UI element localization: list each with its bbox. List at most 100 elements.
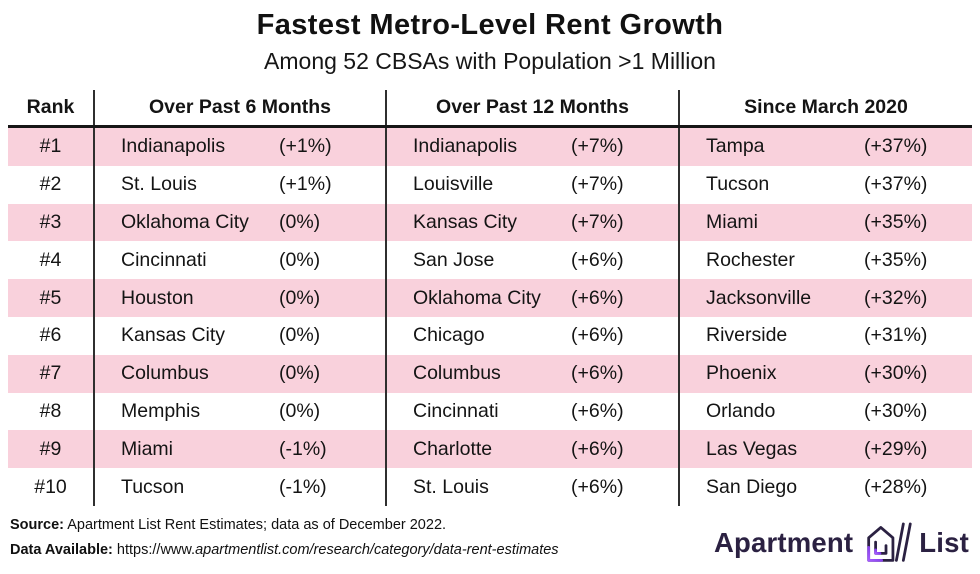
column-header-12-months: Over Past 12 Months xyxy=(385,90,678,125)
rank-label: #4 xyxy=(39,248,62,271)
12-months-cell: San Jose (+6%) xyxy=(385,241,678,280)
apartment-list-house-icon xyxy=(867,522,912,562)
source-note: Source: Apartment List Rent Estimates; d… xyxy=(10,513,559,538)
pct-change: (-1%) xyxy=(279,475,327,498)
pct-change: (0%) xyxy=(279,210,321,233)
city-name: Kansas City xyxy=(413,210,518,233)
pct-change: (+6%) xyxy=(571,399,624,422)
pct-change: (+32%) xyxy=(864,286,928,309)
table-row: #5 Houston (0%) Oklahoma City (+6%) Jack… xyxy=(8,279,972,317)
footnotes: Source: Apartment List Rent Estimates; d… xyxy=(10,513,559,563)
12-months-cell: Columbus (+6%) xyxy=(385,354,678,393)
pct-change: (+37%) xyxy=(864,135,928,158)
6-months-cell: Tucson (-1%) xyxy=(93,468,385,506)
12-months-cell: Kansas City (+7%) xyxy=(385,203,678,242)
6-months-cell: Kansas City (0%) xyxy=(93,316,385,355)
column-header-since-march-2020: Since March 2020 xyxy=(678,90,972,125)
rank-cell: #9 xyxy=(8,430,93,468)
6-months-cell: Cincinnati (0%) xyxy=(93,241,385,280)
city-name: Tucson xyxy=(121,475,185,498)
city-name: Louisville xyxy=(413,173,494,196)
since-march-2020-cell: Tampa (+37%) xyxy=(678,128,972,166)
rank-cell: #2 xyxy=(8,166,93,204)
pct-change: (0%) xyxy=(279,248,321,271)
6-months-cell: Houston (0%) xyxy=(93,279,385,317)
pct-change: (+6%) xyxy=(571,324,624,347)
table-row: #2 St. Louis (+1%) Louisville (+7%) Tucs… xyxy=(8,165,972,204)
city-name: Memphis xyxy=(121,399,201,422)
12-months-cell: Indianapolis (+7%) xyxy=(385,128,678,166)
data-available-label: Data Available: xyxy=(10,542,113,558)
city-name: Tampa xyxy=(706,135,765,158)
rank-label: #8 xyxy=(39,399,62,422)
city-name: Miami xyxy=(706,210,758,233)
city-name: San Diego xyxy=(706,475,798,498)
since-march-2020-cell: Tucson (+37%) xyxy=(678,165,972,204)
pct-change: (+37%) xyxy=(864,173,928,196)
since-march-2020-cell: Orlando (+30%) xyxy=(678,392,972,431)
6-months-cell: Columbus (0%) xyxy=(93,354,385,393)
city-name: Oklahoma City xyxy=(121,210,249,233)
table-row: #1 Indianapolis (+1%) Indianapolis (+7%)… xyxy=(8,128,972,166)
column-header-rank: Rank xyxy=(26,96,75,118)
table-row: #3 Oklahoma City (0%) Kansas City (+7%) … xyxy=(8,203,972,242)
12-months-cell: Cincinnati (+6%) xyxy=(385,392,678,431)
rank-cell: #5 xyxy=(8,279,93,317)
city-name: Houston xyxy=(121,286,194,309)
city-name: Orlando xyxy=(706,399,776,422)
source-text: Apartment List Rent Estimates; data as o… xyxy=(67,517,447,533)
table-row: #6 Kansas City (0%) Chicago (+6%) Rivers… xyxy=(8,316,972,355)
pct-change: (+6%) xyxy=(571,475,624,498)
city-name: Columbus xyxy=(413,362,501,385)
city-name: Charlotte xyxy=(413,437,493,460)
city-name: Cincinnati xyxy=(413,399,499,422)
page-title: Fastest Metro-Level Rent Growth xyxy=(256,9,724,41)
since-march-2020-cell: Rochester (+35%) xyxy=(678,241,972,280)
table-row: #8 Memphis (0%) Cincinnati (+6%) Orlando… xyxy=(8,392,972,431)
column-header-6-months: Over Past 6 Months xyxy=(93,90,385,125)
rank-cell: #8 xyxy=(8,393,93,431)
6-months-cell: St. Louis (+1%) xyxy=(93,165,385,204)
6-months-cell: Memphis (0%) xyxy=(93,392,385,431)
logo-word-list: List xyxy=(919,527,969,558)
pct-change: (+1%) xyxy=(279,173,332,196)
table-row: #10 Tucson (-1%) St. Louis (+6%) San Die… xyxy=(8,468,972,506)
rent-growth-table: Rank Over Past 6 Months Over Past 12 Mon… xyxy=(8,90,972,506)
rank-label: #2 xyxy=(39,173,62,196)
source-label: Source: xyxy=(10,517,64,533)
data-url-prefix: https://www. xyxy=(116,542,196,558)
city-name: Indianapolis xyxy=(121,135,226,158)
since-march-2020-cell: Las Vegas (+29%) xyxy=(678,430,972,469)
city-name: St. Louis xyxy=(121,173,197,196)
pct-change: (+6%) xyxy=(571,286,624,309)
since-march-2020-cell: Jacksonville (+32%) xyxy=(678,279,972,317)
rank-label: #10 xyxy=(34,475,67,498)
pct-change: (+30%) xyxy=(864,362,928,385)
city-name: Jacksonville xyxy=(706,286,812,309)
city-name: Chicago xyxy=(413,324,485,347)
rank-label: #5 xyxy=(39,286,62,309)
pct-change: (0%) xyxy=(279,286,321,309)
pct-change: (-1%) xyxy=(279,437,327,460)
rank-label: #3 xyxy=(39,210,62,233)
apartment-list-logo: Apartment List xyxy=(714,520,969,566)
city-name: San Jose xyxy=(413,248,495,271)
city-name: Tucson xyxy=(706,173,770,196)
city-name: Phoenix xyxy=(706,362,777,385)
rank-cell: #4 xyxy=(8,241,93,279)
logo-word-apartment: Apartment xyxy=(713,527,854,558)
pct-change: (+7%) xyxy=(571,173,624,196)
city-name: Kansas City xyxy=(121,324,226,347)
pct-change: (+30%) xyxy=(864,399,928,422)
pct-change: (0%) xyxy=(279,362,321,385)
table-row: #4 Cincinnati (0%) San Jose (+6%) Roches… xyxy=(8,241,972,280)
since-march-2020-cell: San Diego (+28%) xyxy=(678,468,972,506)
pct-change: (0%) xyxy=(279,324,321,347)
city-name: Cincinnati xyxy=(121,248,207,271)
12-months-cell: Louisville (+7%) xyxy=(385,165,678,204)
6-months-cell: Oklahoma City (0%) xyxy=(93,203,385,242)
rank-cell: #7 xyxy=(8,355,93,393)
pct-change: (+6%) xyxy=(571,362,624,385)
since-march-2020-cell: Phoenix (+30%) xyxy=(678,354,972,393)
